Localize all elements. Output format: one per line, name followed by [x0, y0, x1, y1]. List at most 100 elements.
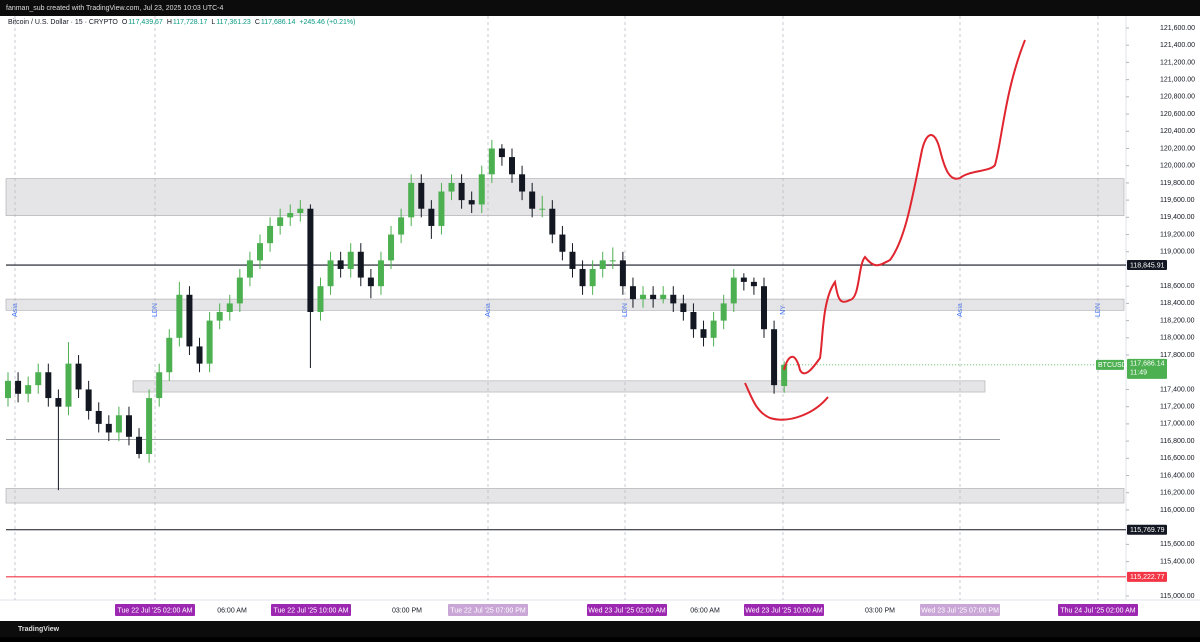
price-tag-label: 115,769.79: [1130, 527, 1165, 534]
y-tick-label: 117,400.00: [1160, 386, 1195, 393]
candle-body: [660, 294, 667, 300]
candle-body: [95, 410, 102, 424]
candle-body: [730, 277, 737, 304]
y-tick-label: 120,000.00: [1160, 163, 1195, 170]
candle-body: [438, 191, 445, 226]
candle-body: [65, 363, 72, 407]
countdown: 11:49: [1130, 370, 1147, 377]
candle-body: [226, 303, 233, 312]
price-tag: [1127, 260, 1167, 271]
x-tick-label: 03:00 PM: [865, 607, 895, 614]
candle-body: [25, 385, 32, 394]
candle-body: [509, 157, 515, 175]
x-tick-label: 06:00 AM: [217, 607, 247, 614]
candle-body: [317, 286, 324, 312]
candle-body: [337, 260, 344, 269]
price-tag: [1127, 524, 1167, 535]
candle-body: [216, 312, 223, 321]
candle-body: [357, 251, 364, 278]
candle-body: [448, 182, 455, 192]
candle-body: [569, 251, 576, 269]
candle-body: [408, 182, 415, 218]
y-tick-label: 119,200.00: [1160, 231, 1195, 238]
y-tick-label: 121,400.00: [1160, 42, 1195, 49]
candle-body: [196, 346, 203, 364]
candle-body: [529, 191, 536, 209]
candle-body: [640, 294, 647, 300]
y-tick-label: 119,800.00: [1160, 180, 1195, 187]
candle-body: [5, 380, 11, 399]
time-tag: [448, 604, 528, 616]
plot-bg: [0, 16, 1200, 621]
candle-body: [468, 200, 475, 205]
candle-body: [15, 380, 22, 394]
x-tick-label: 03:00 PM: [392, 607, 422, 614]
y-tick-label: 120,800.00: [1160, 94, 1195, 101]
candle-body: [35, 372, 42, 386]
candle-body: [55, 398, 62, 407]
y-tick-label: 120,200.00: [1160, 145, 1195, 152]
legend-item: 117,439.67: [128, 19, 163, 26]
y-tick-label: 118,600.00: [1160, 283, 1195, 290]
candle-body: [559, 234, 566, 252]
y-tick-label: 115,600.00: [1160, 541, 1195, 548]
candle-body: [781, 364, 788, 387]
x-tick-label: Tue 22 Jul '25 10:00 AM: [273, 607, 348, 614]
symbol-tag: [1096, 359, 1124, 370]
y-tick-label: 116,600.00: [1160, 455, 1195, 462]
bottom-bar: [0, 621, 1200, 637]
price-tag: [1127, 571, 1167, 582]
x-tick-label: Wed 23 Jul '25 10:00 AM: [745, 607, 823, 614]
candle-body: [257, 243, 263, 261]
legend-item: C: [255, 19, 260, 26]
legend-item: O: [122, 19, 128, 26]
y-tick-label: 120,600.00: [1160, 111, 1195, 118]
legend-item: Bitcoin / U.S. Dollar · 15 · CRYPTO: [8, 19, 118, 26]
y-tick-label: 116,800.00: [1160, 438, 1195, 445]
price-tag-label: 115,222.77: [1130, 574, 1165, 581]
brand: TradingView: [18, 626, 60, 633]
x-tick-label: Wed 23 Jul '25 02:00 AM: [588, 607, 666, 614]
candle-body: [166, 337, 173, 373]
candle-body: [307, 208, 314, 312]
x-tick-label: Tue 22 Jul '25 02:00 AM: [117, 607, 192, 614]
candle-body: [589, 268, 596, 287]
candle-body: [458, 182, 465, 201]
x-tick-label: 06:00 AM: [690, 607, 720, 614]
x-tick-label: Tue 22 Jul '25 07:00 PM: [450, 607, 526, 614]
candle-body: [690, 312, 697, 330]
time-tag: [271, 604, 351, 616]
time-tag: [920, 604, 1000, 616]
candle-body: [206, 320, 213, 364]
candle-body: [720, 303, 727, 321]
drawing: [783, 39, 1026, 375]
y-tick-label: 119,600.00: [1160, 197, 1195, 204]
session-label: NY: [780, 305, 787, 315]
y-tick-label: 119,000.00: [1160, 249, 1195, 256]
symbol-tag-label: BTCUSD: [1098, 362, 1127, 369]
y-tick-label: 121,600.00: [1160, 25, 1195, 32]
candle-body: [700, 329, 707, 338]
candle-body: [398, 217, 405, 235]
x-tick-label: Wed 23 Jul '25 07:00 PM: [921, 607, 999, 614]
candle-body: [277, 217, 284, 226]
y-tick-label: 116,000.00: [1160, 507, 1195, 514]
candle-body: [246, 260, 253, 278]
y-tick-label: 117,200.00: [1160, 404, 1195, 411]
candle-body: [519, 174, 526, 192]
price-tag: [1127, 358, 1167, 379]
candle-body: [680, 303, 687, 312]
candle-body: [388, 234, 395, 261]
session-label: Asia: [12, 303, 19, 317]
time-tag: [115, 604, 195, 616]
drawing: [744, 382, 829, 421]
candle-body: [488, 148, 495, 175]
candle-body: [549, 208, 556, 235]
candle-body: [629, 286, 636, 300]
time-tag: [744, 604, 824, 616]
y-tick-label: 121,200.00: [1160, 59, 1195, 66]
price-tag-label: 118,845.91: [1130, 262, 1165, 269]
candle-body: [418, 182, 425, 209]
legend-item: 117,686.14: [261, 19, 296, 26]
candle-body: [750, 281, 757, 287]
